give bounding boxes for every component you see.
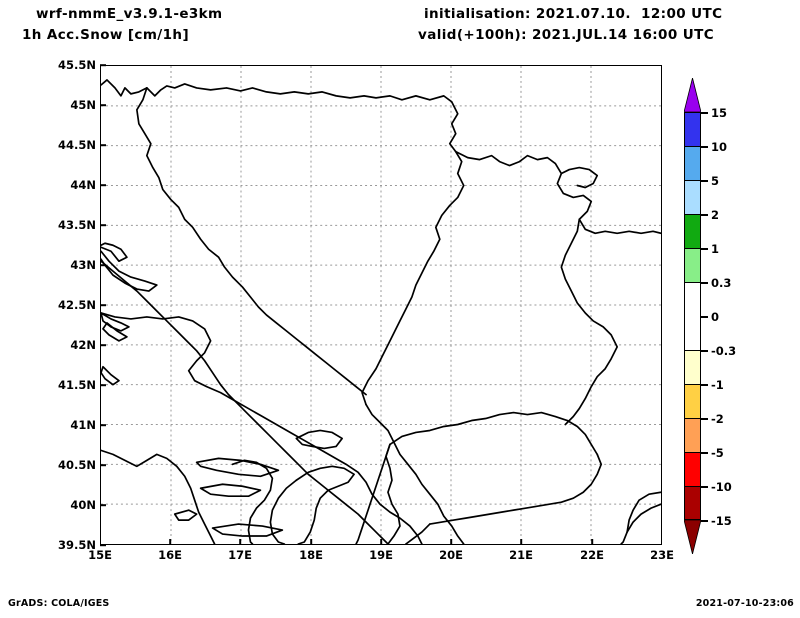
y-tick-mark — [100, 104, 106, 106]
y-tick-mark — [100, 424, 106, 426]
x-tick-label: 22E — [580, 548, 604, 562]
colorbar-tick — [701, 520, 708, 522]
field-name-label: 1h Acc.Snow [cm/1h] — [22, 27, 190, 43]
y-tick-mark — [100, 504, 106, 506]
y-tick-label: 40N — [70, 498, 96, 512]
y-tick-label: 41.5N — [58, 378, 96, 392]
colorbar-label: -0.3 — [711, 344, 737, 358]
colorbar — [684, 112, 701, 520]
x-tick-mark — [380, 539, 382, 545]
colorbar-tick — [701, 418, 708, 420]
x-tick-label: 19E — [369, 548, 393, 562]
valid-time-label: valid(+100h): 2021.JUL.14 16:00 UTC — [418, 27, 715, 43]
x-tick-label: 23E — [650, 548, 674, 562]
y-tick-label: 42N — [70, 338, 96, 352]
y-tick-mark — [100, 344, 106, 346]
x-tick-mark — [310, 539, 312, 545]
y-tick-mark — [100, 224, 106, 226]
colorbar-top-arrow — [684, 78, 701, 112]
colorbar-segment-m0p3 — [684, 350, 701, 384]
colorbar-label: 1 — [711, 242, 720, 256]
colorbar-tick — [701, 214, 708, 216]
colorbar-label: 2 — [711, 208, 720, 222]
y-tick-mark — [100, 144, 106, 146]
colorbar-segment-m1 — [684, 384, 701, 418]
colorbar-segment-0p3 — [684, 282, 701, 316]
colorbar-segment-10 — [684, 146, 701, 180]
colorbar-segment-m5 — [684, 452, 701, 486]
colorbar-label: -2 — [711, 412, 724, 426]
y-tick-mark — [100, 64, 106, 66]
colorbar-tick — [701, 384, 708, 386]
y-tick-label: 43.5N — [58, 218, 96, 232]
model-name-label: wrf-nmmE_v3.9.1-e3km — [36, 6, 223, 22]
colorbar-label: 5 — [711, 174, 720, 188]
x-tick-label: 21E — [509, 548, 533, 562]
y-tick-mark — [100, 304, 106, 306]
x-tick-mark — [450, 539, 452, 545]
colorbar-label: -10 — [711, 480, 732, 494]
map-plot-area — [100, 65, 662, 545]
x-tick-label: 20E — [439, 548, 463, 562]
x-tick-mark — [239, 539, 241, 545]
colorbar-tick — [701, 316, 708, 318]
colorbar-segment-m10 — [684, 486, 701, 520]
y-tick-label: 40.5N — [58, 458, 96, 472]
colorbar-tick — [701, 452, 708, 454]
colorbar-segment-2 — [684, 214, 701, 248]
colorbar-segment-1 — [684, 248, 701, 282]
colorbar-segment-5 — [684, 180, 701, 214]
colorbar-tick — [701, 180, 708, 182]
colorbar-label: 10 — [711, 140, 728, 154]
colorbar-tick — [701, 350, 708, 352]
render-timestamp: 2021-07-10-23:06 — [695, 598, 794, 609]
y-tick-mark — [100, 184, 106, 186]
colorbar-label: 15 — [711, 106, 728, 120]
grads-credit-label: GrADS: COLA/IGES — [8, 598, 110, 609]
colorbar-label: -1 — [711, 378, 724, 392]
y-tick-mark — [100, 464, 106, 466]
x-tick-label: 16E — [158, 548, 182, 562]
y-tick-label: 43N — [70, 258, 96, 272]
colorbar-label: 0 — [711, 310, 720, 324]
x-tick-mark — [520, 539, 522, 545]
y-tick-mark — [100, 384, 106, 386]
colorbar-segment-0 — [684, 316, 701, 350]
colorbar-tick — [701, 248, 708, 250]
colorbar-segment-15 — [684, 112, 701, 146]
colorbar-segment-m2 — [684, 418, 701, 452]
y-tick-label: 39.5N — [58, 538, 96, 552]
x-tick-mark — [591, 539, 593, 545]
x-tick-label: 18E — [299, 548, 323, 562]
map-country-outlines — [101, 79, 661, 544]
colorbar-tick — [701, 486, 708, 488]
y-tick-mark — [100, 264, 106, 266]
colorbar-label: -15 — [711, 514, 732, 528]
colorbar-tick — [701, 146, 708, 148]
colorbar-label: -5 — [711, 446, 724, 460]
y-tick-label: 41N — [70, 418, 96, 432]
x-tick-mark — [169, 539, 171, 545]
colorbar-tick — [701, 282, 708, 284]
y-tick-label: 44N — [70, 178, 96, 192]
colorbar-tick — [701, 112, 708, 114]
y-tick-label: 45.5N — [58, 58, 96, 72]
initialisation-label: initialisation: 2021.07.10. 12:00 UTC — [424, 6, 723, 22]
y-tick-label: 44.5N — [58, 138, 96, 152]
x-tick-label: 17E — [228, 548, 252, 562]
x-tick-label: 15E — [88, 548, 112, 562]
y-tick-label: 42.5N — [58, 298, 96, 312]
colorbar-bottom-arrow — [684, 520, 701, 554]
y-tick-label: 45N — [70, 98, 96, 112]
y-tick-mark — [100, 544, 106, 546]
colorbar-label: 0.3 — [711, 276, 732, 290]
